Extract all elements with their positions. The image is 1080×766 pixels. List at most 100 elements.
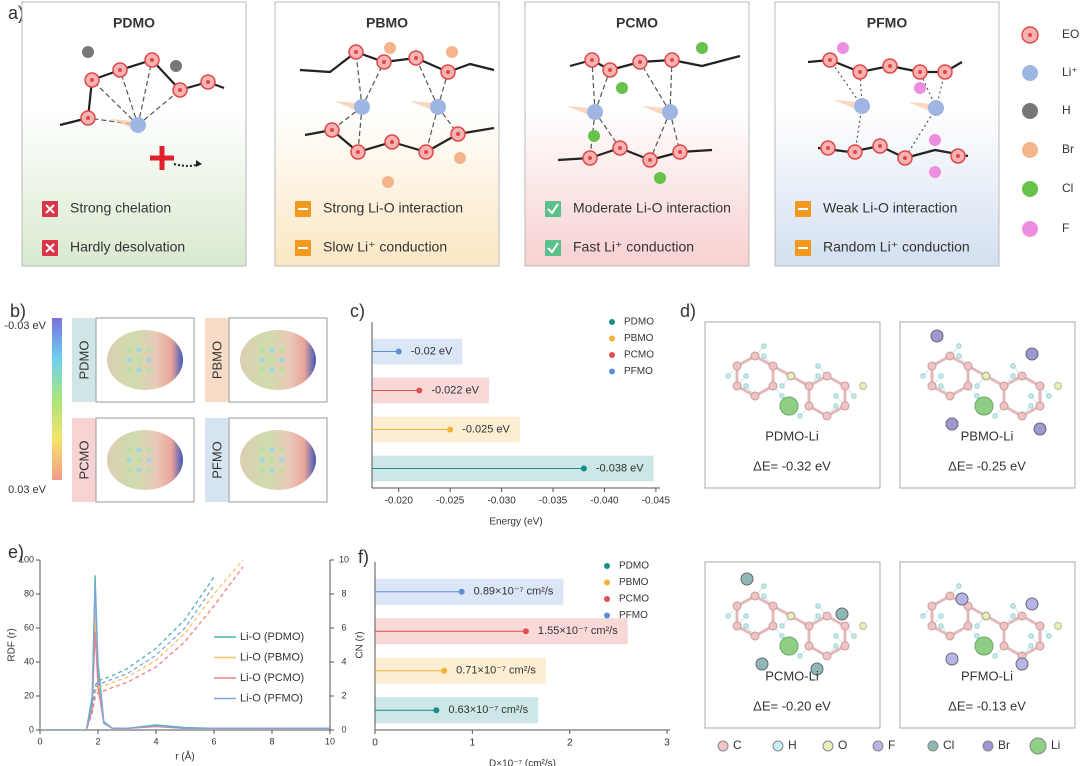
value-label: 1.55×10⁻⁷ cm²/s xyxy=(538,625,618,637)
esp-atom xyxy=(269,367,275,373)
li-trail xyxy=(642,106,666,116)
esp-atom xyxy=(126,357,132,363)
c-atom xyxy=(927,601,937,611)
legend-label: PFMO xyxy=(619,610,648,621)
atom-core xyxy=(590,58,594,62)
y-axis-label: RDF (r) xyxy=(7,628,18,661)
esp-atom xyxy=(136,457,142,463)
atom-core xyxy=(648,158,652,162)
atom-core xyxy=(670,58,674,62)
esp-atom xyxy=(146,447,152,453)
c-atom xyxy=(732,361,742,371)
o-atom xyxy=(859,382,867,390)
atom-core xyxy=(853,150,857,154)
x-tick-label: 1 xyxy=(470,738,476,749)
h-atom xyxy=(743,373,749,379)
h-atom xyxy=(779,383,785,389)
legend-label: PBMO xyxy=(624,333,654,344)
c-atom xyxy=(1017,411,1027,421)
esp-atom xyxy=(269,447,275,453)
scheme-box xyxy=(21,1,247,267)
h-atom xyxy=(833,403,839,409)
x-tick-label: -0.045 xyxy=(642,496,671,507)
atom-core xyxy=(918,70,922,74)
esp-atom xyxy=(269,457,275,463)
box-title: PBMO xyxy=(366,15,408,31)
value-label: -0.038 eV xyxy=(596,462,644,474)
atom-core xyxy=(943,70,947,74)
arrow-head xyxy=(196,160,202,167)
esp-label: PFMO xyxy=(209,441,224,479)
c-atom xyxy=(804,641,814,651)
h-atom xyxy=(725,373,731,379)
h-atom xyxy=(1010,363,1016,369)
h-atom xyxy=(761,353,767,359)
atom xyxy=(454,152,466,164)
y2-tick-label: 6 xyxy=(341,622,346,632)
value-label: 0.63×10⁻⁷ cm²/s xyxy=(448,704,528,716)
coordination xyxy=(415,57,439,108)
c-atom xyxy=(822,611,832,621)
atom-core xyxy=(456,132,460,136)
atom-core xyxy=(178,88,182,92)
atom xyxy=(1022,103,1038,119)
coordination xyxy=(361,61,385,108)
legend-label: Br xyxy=(1062,142,1074,156)
li-trail xyxy=(567,106,591,116)
esp-surface xyxy=(240,430,316,490)
o-atom xyxy=(982,372,990,380)
atom-core xyxy=(903,156,907,160)
atom-core xyxy=(356,150,360,154)
legend-label: Li-O (PFMO) xyxy=(240,692,303,704)
y-tick-label: 40 xyxy=(24,656,34,666)
cn-line xyxy=(40,585,215,730)
cn-line xyxy=(40,560,244,730)
coordination xyxy=(91,79,139,126)
c-atom xyxy=(999,401,1009,411)
x-tick-label: 0 xyxy=(37,736,42,746)
status-text: Hardly desolvation xyxy=(70,239,185,255)
coordination xyxy=(119,69,139,126)
h-atom xyxy=(743,383,749,389)
esp-atom xyxy=(259,457,265,463)
esp-atom xyxy=(269,467,275,473)
value-label: -0.02 eV xyxy=(411,345,453,357)
x-tick-label: -0.040 xyxy=(590,496,619,507)
scheme-box xyxy=(524,1,750,267)
h-atom xyxy=(1028,643,1034,649)
binding-energy: ΔE= -0.32 eV xyxy=(753,458,831,473)
x-tick-label: -0.035 xyxy=(539,496,568,507)
halogen-atom xyxy=(945,652,959,666)
h-atom xyxy=(974,393,980,399)
h-atom xyxy=(797,413,803,419)
label-tab xyxy=(205,318,229,402)
y2-tick-label: 10 xyxy=(339,554,349,564)
atom xyxy=(929,166,941,178)
h-atom xyxy=(743,613,749,619)
esp-atom xyxy=(269,347,275,353)
esp-atom xyxy=(126,457,132,463)
h-atom xyxy=(815,363,821,369)
x-tick-label: 3 xyxy=(664,738,670,749)
h-atom xyxy=(743,623,749,629)
legend-dot xyxy=(609,352,615,358)
o-atom xyxy=(859,622,867,630)
h-atom xyxy=(833,643,839,649)
c-atom xyxy=(822,411,832,421)
halogen-atom xyxy=(1015,657,1029,671)
esp-atom xyxy=(136,367,142,373)
label-tab xyxy=(72,318,96,402)
esp-atom xyxy=(259,347,265,353)
o-atom xyxy=(1054,622,1062,630)
legend-label: PFMO xyxy=(624,366,653,377)
panel-label: e) xyxy=(8,542,24,562)
esp-atom xyxy=(136,347,142,353)
h-atom xyxy=(920,613,926,619)
legend-dot xyxy=(609,335,615,342)
dot xyxy=(447,426,454,433)
atom xyxy=(616,82,628,94)
h-atom xyxy=(1028,393,1034,399)
dot xyxy=(580,465,587,472)
halogen-atom xyxy=(1033,422,1047,436)
h-atom xyxy=(1046,633,1052,639)
